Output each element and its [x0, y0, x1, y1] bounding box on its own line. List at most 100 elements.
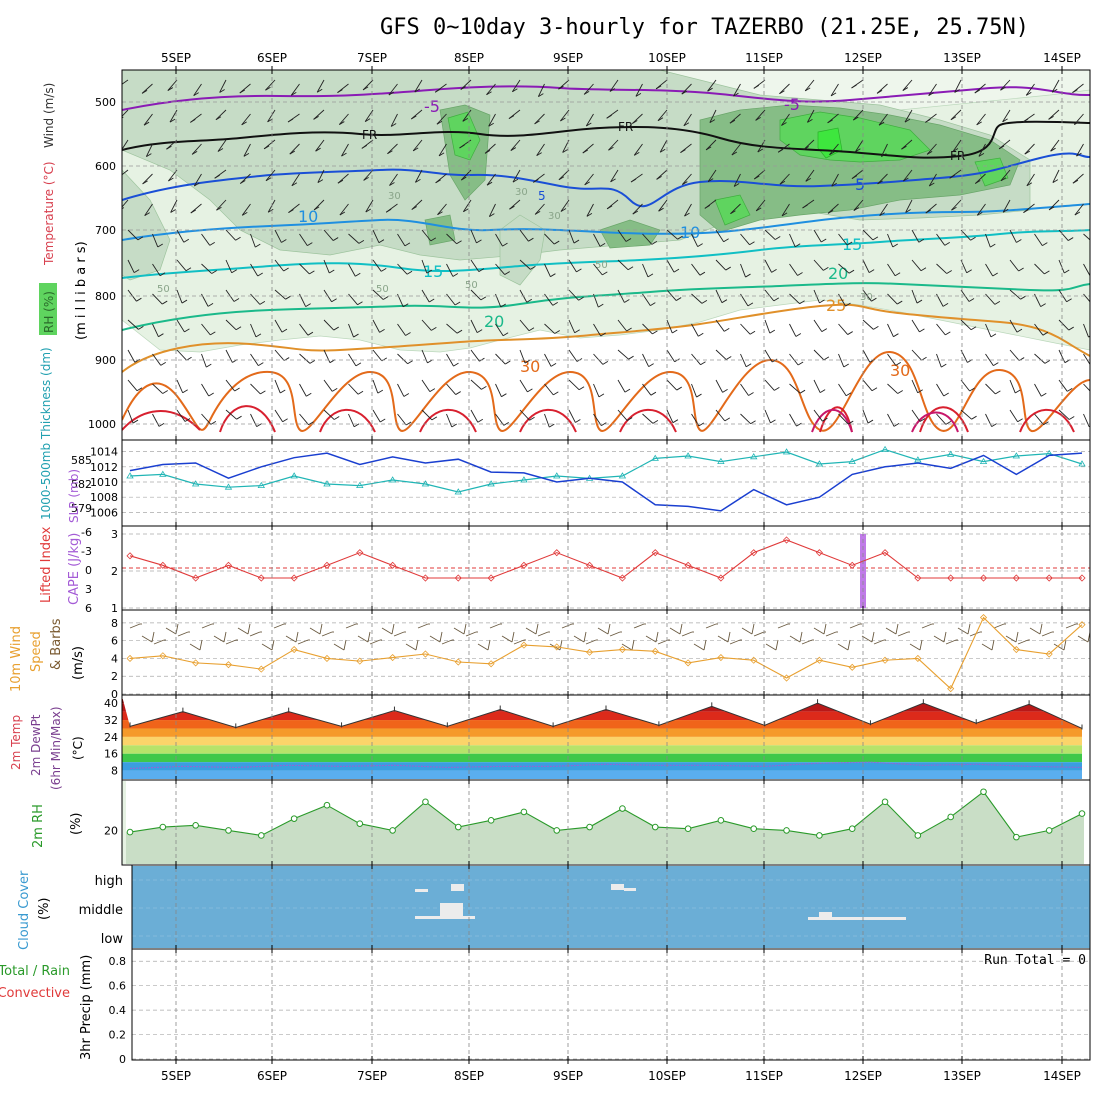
wind-barb-feather — [848, 269, 855, 274]
lifted-index-tick: -3 — [81, 545, 92, 558]
wind-barb-staff — [862, 289, 872, 302]
wind-barb-feather — [777, 148, 784, 153]
thickness-marker — [651, 454, 659, 461]
wind-barb-feather — [902, 87, 909, 91]
wind-barb-staff — [684, 203, 692, 217]
wind-barb-staff — [372, 289, 384, 300]
wind-barb-staff — [250, 413, 258, 427]
wind10-barb — [345, 623, 357, 629]
wind10-barb — [993, 623, 1005, 629]
wind-barb-feather — [339, 211, 346, 216]
wind-barb-staff — [323, 319, 335, 331]
wind-barb-staff — [610, 169, 619, 183]
top-date-label: 14SEP — [1043, 51, 1081, 65]
wind-barb-staff — [740, 233, 750, 246]
wind-barb-staff — [152, 233, 159, 248]
wind-barb-staff — [397, 413, 407, 426]
wind-barb-feather — [827, 209, 834, 214]
contour-10 — [122, 203, 1090, 241]
wind-barb-feather — [315, 147, 321, 152]
cape-lifted-panel: -6 -3 0 3 6 3 2 1 Lifted Index CAPE (J/kg) — [39, 526, 1090, 615]
rh2m-tick: 20 — [104, 824, 118, 837]
wind-barb-staff — [740, 353, 747, 367]
cape-tick: 3 — [111, 528, 118, 541]
bottom-date-label: 6SEP — [257, 1069, 287, 1083]
wind-barb-feather — [512, 178, 519, 183]
wind-barb-staff — [813, 319, 823, 332]
wind10-barb — [537, 631, 549, 637]
wind-speed-marker — [979, 613, 988, 622]
contour-20 — [122, 282, 1090, 331]
wind-barb-staff — [838, 233, 848, 246]
pressure-tick: 800 — [95, 290, 116, 303]
wind-barb-feather — [729, 119, 736, 124]
wind-barb-staff — [534, 113, 545, 125]
slp-tick: 1012 — [90, 461, 118, 474]
lifted-index-marker — [979, 574, 988, 582]
wind-barb-feather — [747, 302, 754, 307]
temp-tick: 16 — [104, 748, 118, 761]
wind-barb-feather — [265, 86, 271, 91]
slp-tick: 1008 — [90, 491, 118, 504]
wind-barb-staff — [544, 383, 554, 396]
wind-barb-feather — [357, 390, 364, 395]
contour-label: -5 — [784, 95, 800, 114]
lifted-index-marker — [914, 574, 922, 582]
wind10-barb — [393, 631, 405, 637]
top-date-label: 13SEP — [943, 51, 981, 65]
wind-barb-feather — [626, 327, 632, 332]
wind-barb-staff — [250, 233, 256, 248]
precip-axis-ticks: 0.8 0.6 0.4 0.2 0 — [109, 955, 1090, 1066]
wind-barb-staff — [911, 259, 922, 272]
wind-barb-staff — [804, 79, 815, 92]
wind-barb-feather — [235, 236, 241, 241]
wind-barb-feather — [233, 298, 240, 302]
wind-barb-feather — [673, 268, 680, 273]
wind-barb-staff — [460, 79, 472, 90]
wind-barb-staff — [829, 143, 839, 156]
wind-barb-feather — [675, 297, 682, 301]
wind-barb-feather — [380, 267, 387, 272]
wind-barb-feather — [462, 117, 469, 122]
wind10-barb-feather — [871, 631, 875, 643]
wind-barb-staff — [568, 409, 576, 423]
wind-barb-feather — [255, 333, 262, 338]
wind10-barb — [321, 631, 333, 637]
wind-barb-feather — [281, 328, 288, 333]
wind-barb-staff — [152, 383, 164, 394]
wind-barb-staff — [397, 263, 408, 275]
wind-barb-feather — [1090, 273, 1095, 276]
wind-barb-feather — [975, 180, 981, 184]
wind-barb-staff — [348, 233, 360, 244]
wind-barb-feather — [897, 390, 903, 394]
wind10-barb — [309, 627, 321, 635]
wind-barb-staff — [666, 259, 675, 273]
wind10-barb-feather — [823, 623, 827, 635]
wind-speed-marker — [782, 674, 791, 682]
wind10-barb-feather — [847, 639, 851, 651]
wind10-barb-feather — [247, 623, 251, 635]
wind-barb-feather — [853, 116, 859, 121]
wind-speed-marker — [192, 659, 200, 667]
wind-barb-staff — [936, 353, 942, 368]
wind-barb-staff — [250, 293, 261, 305]
pressure-tick: 1000 — [88, 418, 116, 431]
wind-barb-staff — [250, 383, 261, 395]
wind-barb-staff — [176, 319, 185, 333]
wind-barb-feather — [528, 237, 534, 242]
wind10-barb — [693, 643, 705, 651]
wind-barb-feather — [795, 333, 802, 337]
contour-label: FR — [950, 149, 965, 163]
wind-barb-staff — [537, 83, 545, 97]
wind-barb-feather — [527, 388, 533, 393]
wind-barb-staff — [225, 259, 233, 273]
wind-barb-staff — [1083, 413, 1090, 427]
wind-barb-feather — [722, 388, 728, 393]
wind-barb-feather — [549, 423, 555, 428]
slp-tick: 1006 — [90, 506, 118, 519]
wind-barb-feather — [954, 89, 960, 93]
temp2m-axis-label-a: 2m Temp — [9, 715, 23, 770]
wind-barb-staff — [666, 289, 677, 301]
panel-frames — [121, 69, 1091, 1061]
wind-barb-feather — [606, 205, 613, 210]
